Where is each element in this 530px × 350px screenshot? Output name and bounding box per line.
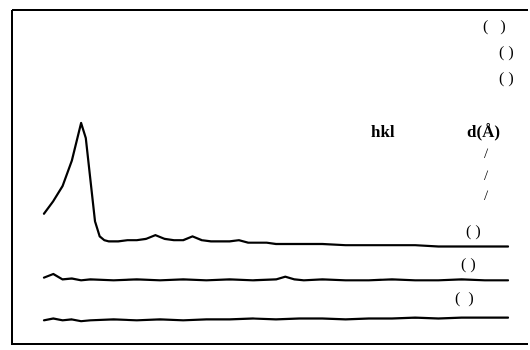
trace-label-2: ( ) bbox=[461, 256, 476, 273]
top-right-paren-2: ( ) bbox=[499, 44, 514, 61]
plot-frame bbox=[11, 9, 528, 345]
top-right-paren-1: ( ) bbox=[483, 18, 506, 35]
trace-line-3 bbox=[42, 316, 510, 323]
table-row-slash-2: / bbox=[484, 168, 489, 184]
trace-label-1: ( ) bbox=[466, 223, 481, 240]
trace-line-1 bbox=[42, 121, 510, 248]
table-header-hkl: hkl bbox=[371, 122, 395, 141]
table-header-d-spacing: d(Å) bbox=[467, 122, 500, 141]
trace-label-3: ( ) bbox=[455, 290, 474, 307]
table-row-slash-3: / bbox=[484, 188, 489, 204]
diffraction-traces bbox=[42, 121, 510, 323]
trace-line-2 bbox=[42, 272, 510, 282]
table-row-slash-1: / bbox=[484, 146, 489, 162]
top-right-paren-3: ( ) bbox=[499, 70, 514, 87]
